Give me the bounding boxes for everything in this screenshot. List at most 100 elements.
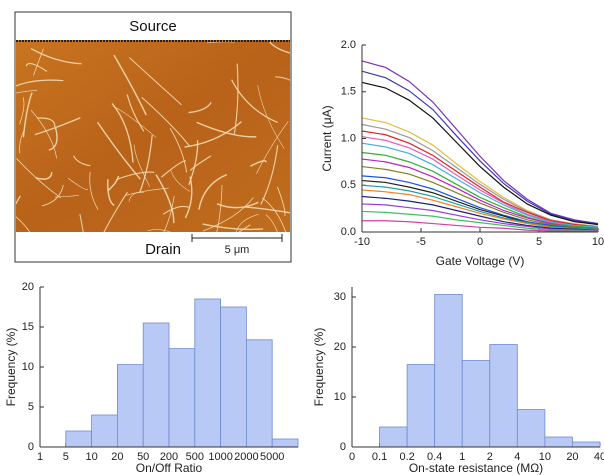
curve [361, 165, 599, 229]
y-tick-label: 20 [22, 281, 34, 293]
x-tick-label: 0 [349, 451, 355, 463]
bar [271, 438, 299, 448]
fiber [35, 171, 53, 180]
fiber [16, 216, 31, 232]
fiber [265, 214, 278, 232]
x-tick-label: 200 [160, 451, 178, 463]
x-tick-label: 1 [459, 451, 465, 463]
curve [361, 158, 599, 229]
fiber [216, 201, 259, 209]
fiber [141, 96, 190, 147]
fibers [16, 40, 290, 232]
x-tick-label: -5 [416, 236, 426, 248]
fiber [30, 47, 82, 65]
fiber [107, 179, 115, 207]
x-axis-label: On/Off Ratio [136, 461, 203, 475]
fiber [22, 92, 33, 138]
fiber [103, 191, 128, 232]
x-axis-label: On-state resistance (MΩ) [409, 461, 543, 475]
bar [379, 426, 408, 448]
x-tick-label: 20 [111, 451, 123, 463]
y-tick-label: 0 [340, 441, 346, 453]
y-tick-label: 30 [334, 291, 346, 303]
fiber [34, 117, 81, 136]
fiber [89, 171, 99, 210]
fiber [128, 57, 182, 106]
fiber [216, 184, 223, 232]
curve [361, 210, 599, 232]
fiber [170, 170, 191, 192]
curve [361, 189, 599, 231]
bar [117, 364, 144, 448]
source-label: Source [129, 18, 177, 35]
fiber [19, 97, 25, 125]
fiber [16, 79, 64, 87]
bar [194, 298, 222, 448]
y-tick-label: 2.0 [341, 39, 356, 51]
y-axis-label: Frequency (%) [4, 328, 18, 407]
fiber [277, 186, 286, 216]
fiber [16, 89, 38, 94]
fiber [256, 120, 289, 174]
y-tick-label: 20 [334, 341, 346, 353]
fiber [163, 195, 175, 232]
fiber [128, 192, 144, 202]
fiber [275, 76, 290, 81]
x-tick-label: 2000 [234, 451, 258, 463]
fiber [147, 229, 171, 232]
bar [142, 322, 170, 448]
x-axis-label: Gate Voltage (V) [436, 254, 525, 268]
fiber [73, 155, 91, 167]
fiber [202, 197, 254, 232]
bar [572, 441, 601, 448]
fiber [25, 62, 48, 72]
fiber [16, 195, 21, 205]
fiber [238, 224, 251, 232]
x-tick-label: 0.1 [372, 451, 387, 463]
x-tick-label: 40 [594, 451, 604, 463]
x-tick-label: 50 [137, 451, 149, 463]
y-tick-label: 5 [28, 401, 34, 413]
fiber [235, 213, 259, 232]
y-tick-label: 10 [22, 361, 34, 373]
bar [406, 364, 436, 448]
x-tick-label: 20 [566, 451, 578, 463]
curve [361, 60, 599, 225]
fiber [133, 144, 150, 187]
fiber [155, 174, 175, 224]
fiber [161, 160, 187, 178]
fiber [267, 40, 290, 54]
fiber [184, 176, 193, 219]
curve [361, 195, 599, 231]
y-axis-label: Frequency (%) [312, 328, 326, 407]
curve [361, 130, 599, 228]
y-tick-label: 1.0 [341, 132, 356, 144]
curve [361, 184, 599, 230]
x-tick-label: 0.2 [399, 451, 414, 463]
y-tick-label: 0.0 [341, 226, 356, 238]
curve [362, 220, 598, 232]
fiber [262, 197, 287, 232]
x-tick-label: 10 [539, 451, 551, 463]
bar [434, 294, 463, 448]
fiber [250, 160, 267, 167]
bar [461, 360, 491, 448]
x-tick-label: 5 [536, 236, 542, 248]
x-tick-label: 1 [37, 451, 43, 463]
fiber [126, 94, 145, 132]
x-tick-label: 500 [186, 451, 204, 463]
curve [361, 136, 599, 228]
bar [245, 339, 273, 448]
x-tick-label: 0.4 [427, 451, 442, 463]
y-tick-label: 10 [334, 391, 346, 403]
fiber [112, 105, 157, 138]
fiber [196, 121, 257, 138]
x-tick-label: 10 [85, 451, 97, 463]
curve [361, 175, 599, 230]
y-tick-label: 1.5 [341, 86, 356, 98]
x-tick-label: 0 [477, 236, 483, 248]
fiber [189, 155, 212, 171]
scale-bar-label: 5 μm [225, 244, 250, 256]
drain-label: Drain [145, 241, 181, 258]
fiber [231, 79, 279, 124]
